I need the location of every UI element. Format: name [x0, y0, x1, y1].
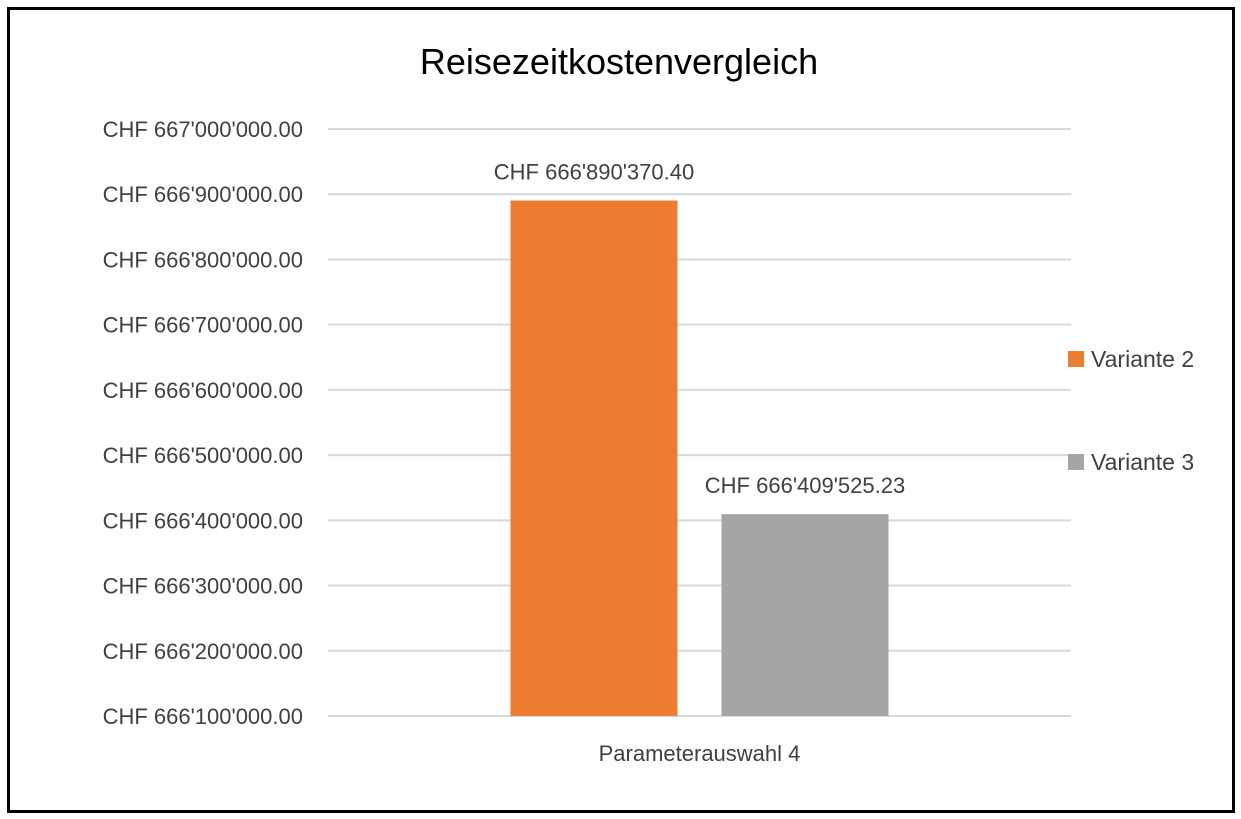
legend-swatch [1068, 351, 1084, 367]
y-tick-label: CHF 666'700'000.00 [103, 313, 303, 338]
legend-label: Variante 2 [1091, 346, 1194, 372]
bar-variante-2 [510, 200, 678, 716]
data-label: CHF 666'890'370.40 [494, 160, 694, 185]
x-axis-tick-labels: Parameterauswahl 4 [599, 741, 801, 766]
y-tick-label: CHF 666'400'000.00 [103, 508, 303, 533]
y-tick-label: CHF 667'000'000.00 [103, 117, 303, 142]
y-tick-label: CHF 666'200'000.00 [103, 639, 303, 664]
y-tick-label: CHF 666'500'000.00 [103, 443, 303, 468]
y-tick-label: CHF 666'900'000.00 [103, 182, 303, 207]
y-tick-label: CHF 666'300'000.00 [103, 574, 303, 599]
data-label: CHF 666'409'525.23 [705, 473, 905, 498]
y-tick-label: CHF 666'100'000.00 [103, 704, 303, 729]
gridlines [328, 128, 1071, 717]
chart-title: Reisezeitkostenvergleich [420, 41, 818, 82]
x-tick-label: Parameterauswahl 4 [599, 741, 801, 766]
legend: Variante 2 Variante 3 [1068, 346, 1194, 475]
legend-swatch [1068, 454, 1084, 470]
y-tick-label: CHF 666'600'000.00 [103, 378, 303, 403]
y-tick-label: CHF 666'800'000.00 [103, 247, 303, 272]
y-axis-tick-labels: CHF 667'000'000.00 CHF 666'900'000.00 CHF … [103, 117, 303, 729]
bar-variante-3 [721, 514, 889, 716]
legend-label: Variante 3 [1091, 449, 1194, 475]
bars [510, 200, 889, 716]
data-labels: CHF 666'890'370.40 CHF 666'409'525.23 [494, 160, 905, 499]
